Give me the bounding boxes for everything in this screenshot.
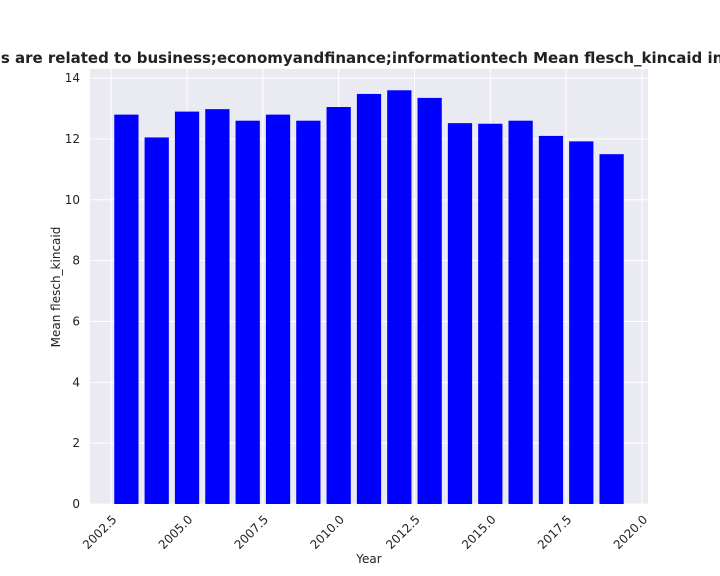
bar [538,135,564,504]
x-tick-label: 2007.5 [232,512,272,552]
y-tick-label: 8 [72,254,80,268]
x-tick-label: 2005.0 [156,512,196,552]
bar [447,123,473,504]
y-tick-labels: 0 2 4 6 8 10 12 14 [65,71,80,511]
y-tick-label: 4 [72,375,80,389]
y-tick-label: 14 [65,71,80,85]
y-tick-label: 2 [72,436,80,450]
bar [599,154,624,505]
y-tick-label: 0 [72,497,80,511]
y-tick-label: 12 [65,132,80,146]
x-tick-label: 2017.5 [535,512,575,552]
x-tick-label: 2010.0 [307,512,347,552]
bar [144,137,169,504]
bar [508,120,533,504]
bar [478,123,503,504]
x-tick-label: 2012.5 [383,512,423,552]
bar [205,109,230,505]
bars [114,90,624,505]
bar [326,107,351,504]
bar [296,120,321,504]
bar [114,114,139,505]
y-tick-label: 10 [65,193,80,207]
x-tick-label: 2015.0 [459,512,499,552]
x-tick-label: 2020.0 [611,512,651,552]
bar [265,114,291,505]
bar [356,93,382,504]
y-axis-label: Mean flesch_kincaid [49,227,63,348]
bar [387,90,412,505]
x-tick-labels: 2002.5 2005.0 2007.5 2010.0 2012.5 2015.0 2017… [80,512,650,552]
x-tick-label: 2002.5 [80,512,120,552]
bar [569,141,594,504]
bar [235,120,260,504]
x-axis-label: Year [355,552,381,566]
bar [417,97,442,505]
y-tick-label: 6 [72,314,80,328]
bar [174,111,200,505]
chart-title: Privacy policies are related to business… [0,49,720,67]
